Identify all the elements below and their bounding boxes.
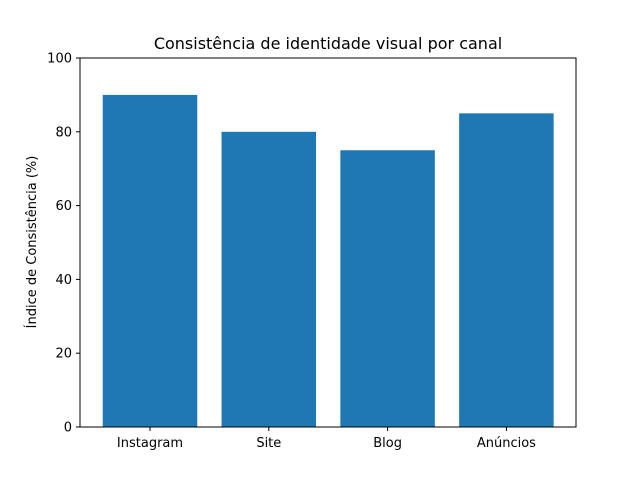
bar [459, 113, 554, 427]
x-tick-label: Instagram [117, 436, 183, 451]
y-tick-label: 100 [47, 52, 72, 67]
x-tick-label: Site [256, 436, 281, 451]
bar [102, 94, 198, 428]
y-tick-label: 20 [55, 347, 72, 362]
plot-frame [79, 57, 577, 428]
x-tick-label: Anúncios [477, 436, 536, 451]
y-axis-label: Índice de Consistência (%) [24, 156, 40, 329]
x-axis: Instagram Site Blog Anúncios [117, 427, 536, 451]
bars-group [102, 94, 554, 428]
y-tick-label: 40 [55, 273, 72, 288]
chart-title: Consistência de identidade visual por ca… [154, 34, 502, 53]
x-tick-label: Blog [373, 436, 402, 451]
bar [221, 131, 317, 428]
y-tick-label: 60 [55, 199, 72, 214]
y-tick-label: 0 [64, 421, 72, 436]
y-tick-label: 80 [55, 125, 72, 140]
bar [340, 150, 435, 427]
y-axis: 0 20 40 60 80 100 [47, 52, 80, 436]
